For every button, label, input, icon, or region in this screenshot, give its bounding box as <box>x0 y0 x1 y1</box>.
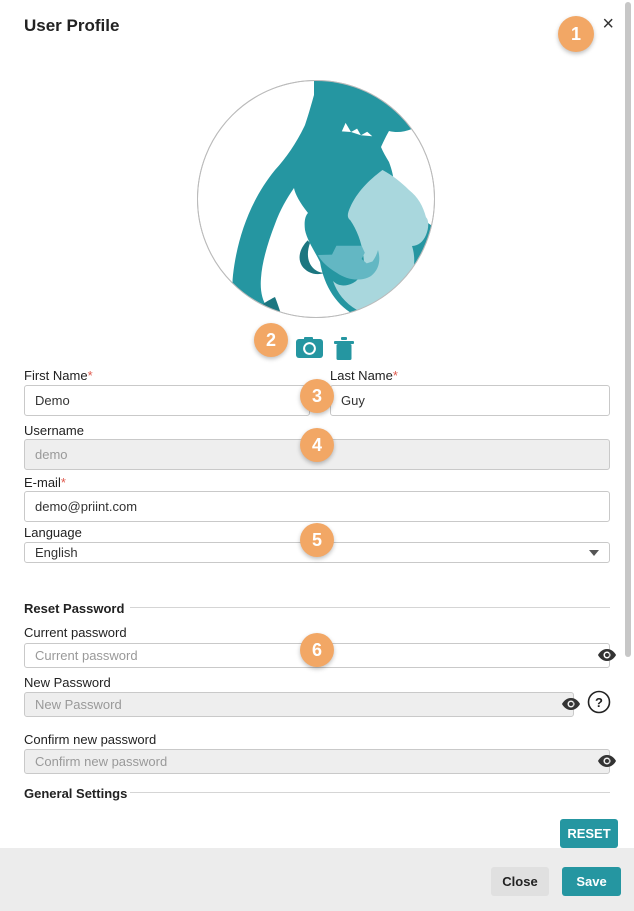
svg-text:?: ? <box>595 695 603 710</box>
